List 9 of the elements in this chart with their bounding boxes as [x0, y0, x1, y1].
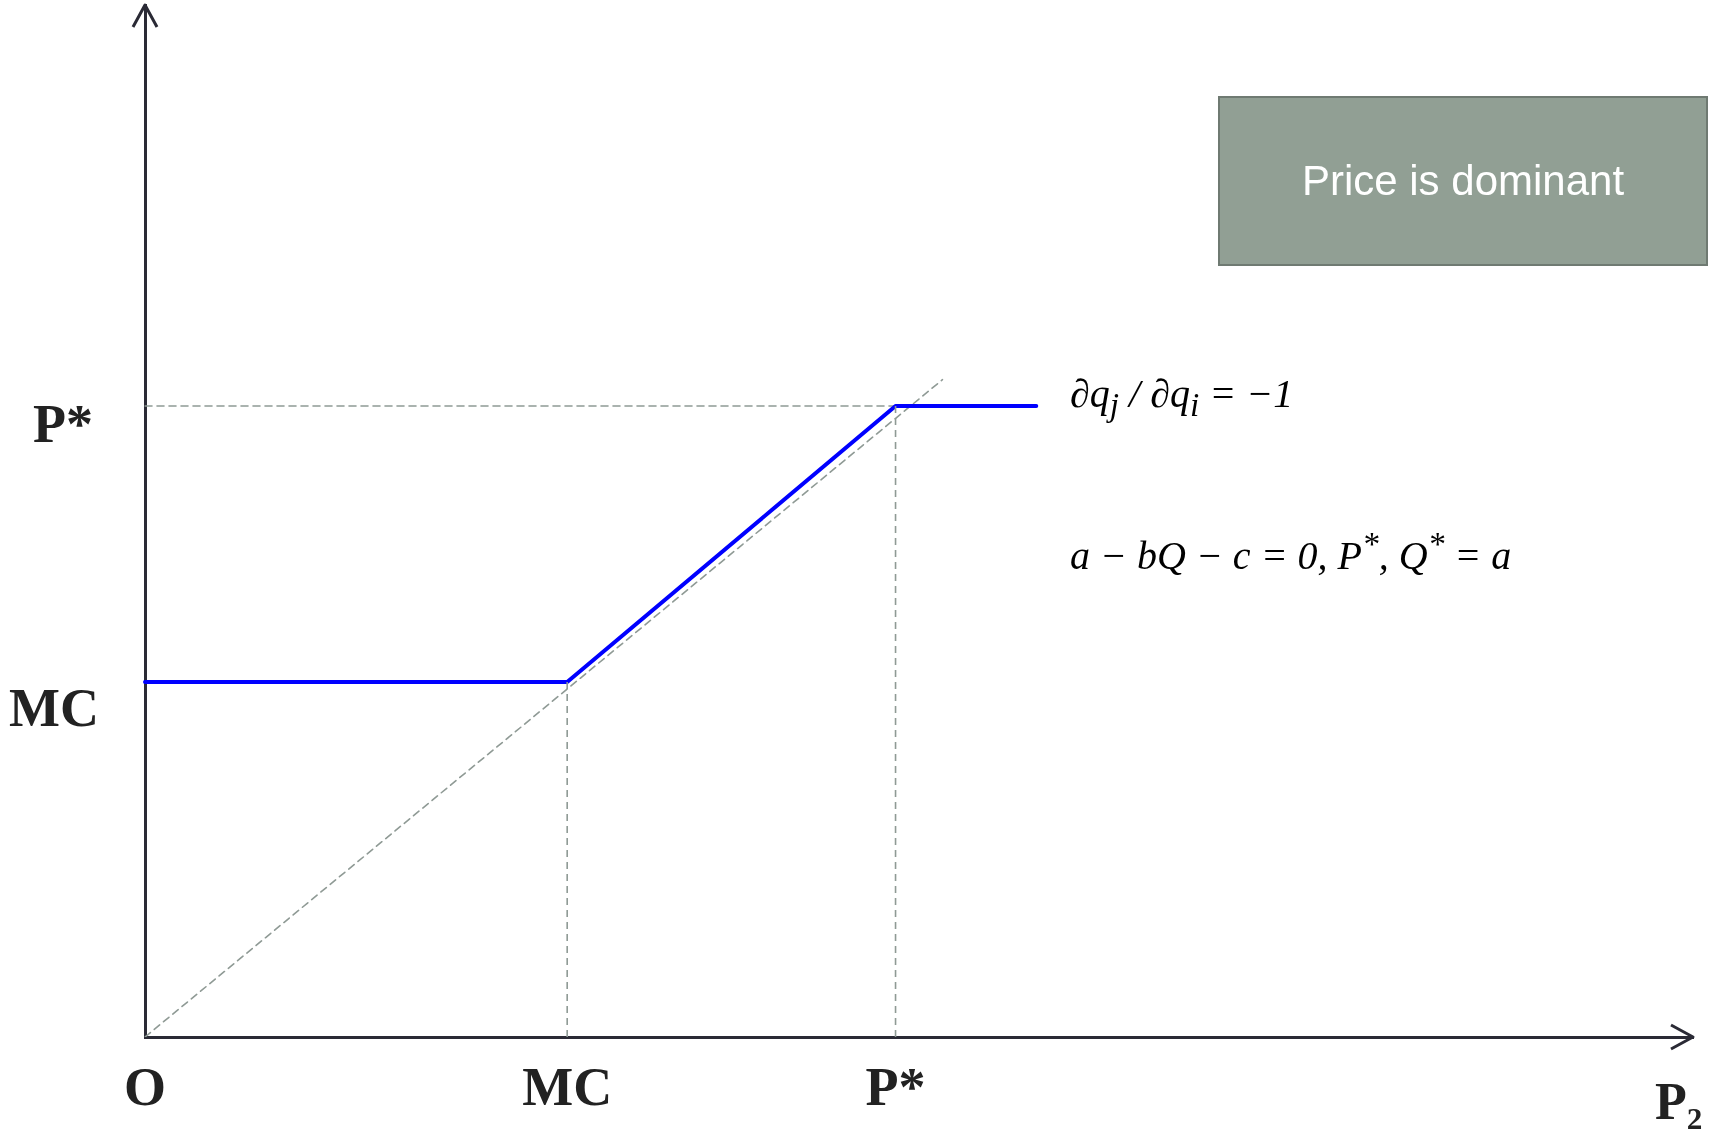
x-axis-title: P₂: [1655, 1072, 1703, 1131]
x-tick-label: P*: [865, 1057, 926, 1118]
text: MC: [9, 677, 99, 739]
annotation: ∂q$_{j}$ / ∂q$_{i}$ = −1: [1070, 370, 1294, 424]
x-tick-label: O: [123, 1057, 167, 1118]
x-tick-label: MC: [522, 1057, 613, 1118]
text: Price is dominant: [1218, 96, 1708, 266]
annotation: a − bQ − c = 0, P$^{*}$, Q$^{*}$ = a: [1070, 525, 1512, 580]
text: P*: [33, 393, 93, 455]
